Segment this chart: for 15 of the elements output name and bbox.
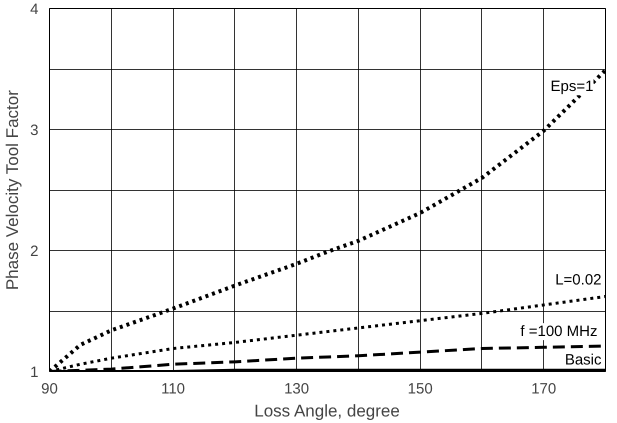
y-tick-label: 4 (30, 1, 38, 18)
y-tick-label: 2 (30, 243, 38, 260)
x-tick-label: 110 (161, 380, 186, 398)
x-tick-label: 170 (531, 380, 556, 398)
series-label: L=0.02 (555, 271, 602, 288)
y-axis-title: Phase Velocity Tool Factor (3, 90, 22, 290)
series-label: Basic (564, 351, 602, 368)
y-tick-label: 1 (30, 364, 38, 381)
x-axis-title: Loss Angle, degree (254, 402, 400, 420)
x-tick-label: 90 (41, 380, 58, 398)
y-tick-label: 3 (30, 122, 38, 139)
series-label: Eps=1 (550, 78, 594, 96)
x-tick-label: 150 (408, 380, 433, 398)
x-tick-label: 130 (284, 380, 310, 398)
series-label: f =100 MHz (520, 323, 598, 340)
